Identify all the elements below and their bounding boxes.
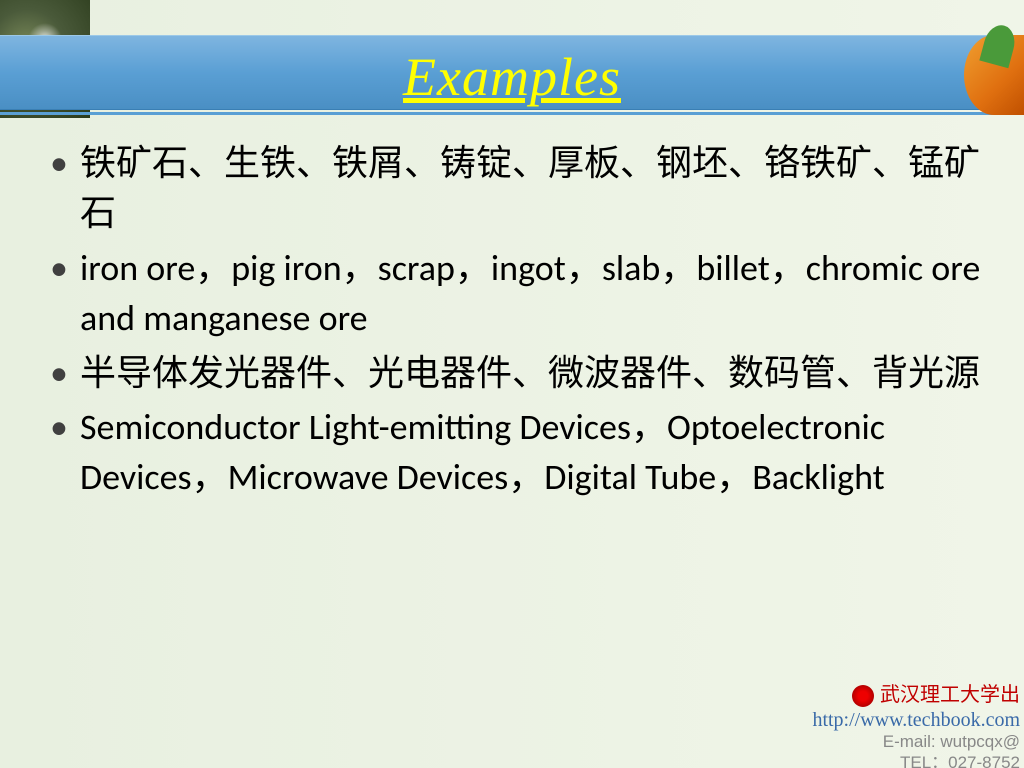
footer: 武汉理工大学出 http://www.techbook.com E-mail: … bbox=[724, 678, 1024, 768]
bullet-item: 半导体发光器件、光电器件、微波器件、数码管、背光源 bbox=[44, 348, 984, 398]
publisher-logo-icon bbox=[852, 685, 874, 707]
slide-title: Examples bbox=[0, 46, 1024, 108]
bullet-list: 铁矿石、生铁、铁屑、铸锭、厚板、钢坯、铬铁矿、锰矿石 iron ore，pig … bbox=[44, 138, 984, 503]
publisher-brand: 武汉理工大学出 bbox=[724, 678, 1020, 707]
bullet-item: 铁矿石、生铁、铁屑、铸锭、厚板、钢坯、铬铁矿、锰矿石 bbox=[44, 138, 984, 239]
publisher-name: 武汉理工大学出 bbox=[880, 684, 1020, 706]
publisher-url: http://www.techbook.com bbox=[724, 709, 1020, 732]
content-area: 铁矿石、生铁、铁屑、铸锭、厚板、钢坯、铬铁矿、锰矿石 iron ore，pig … bbox=[44, 138, 984, 507]
bullet-item: iron ore，pig iron，scrap，ingot，slab，bille… bbox=[44, 243, 984, 344]
slide: Examples 铁矿石、生铁、铁屑、铸锭、厚板、钢坯、铬铁矿、锰矿石 iron… bbox=[0, 0, 1024, 768]
publisher-email: E-mail: wutpcqx@ bbox=[724, 732, 1020, 752]
publisher-tel: TEL：027-8752 bbox=[724, 753, 1020, 768]
bullet-item: Semiconductor Light-emitting Devices，Opt… bbox=[44, 402, 984, 503]
